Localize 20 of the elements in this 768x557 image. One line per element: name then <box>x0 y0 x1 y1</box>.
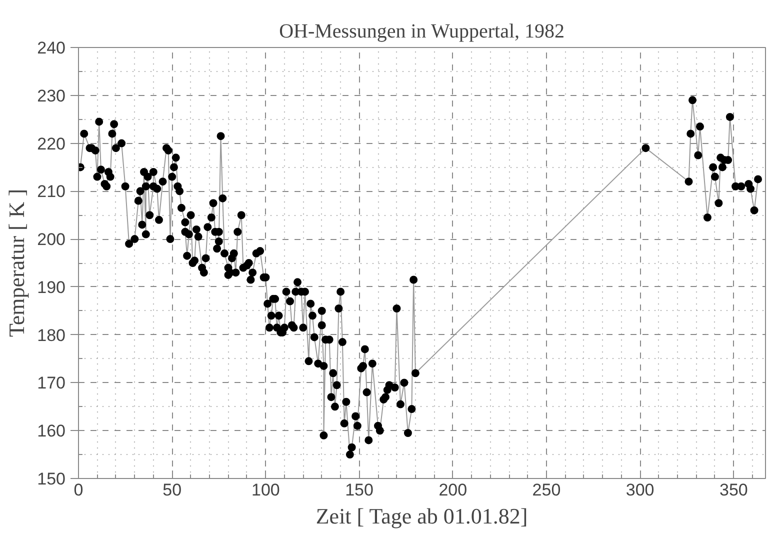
x-tick-label: 100 <box>252 480 280 500</box>
y-tick-label: 230 <box>37 86 66 106</box>
y-axis-title: Temperatur [ K ] <box>4 188 30 338</box>
y-tick-label: 220 <box>37 134 66 154</box>
y-tick-label: 210 <box>37 182 66 202</box>
y-tick-label: 200 <box>37 230 66 250</box>
x-tick-label: 0 <box>74 480 84 500</box>
x-tick-label: 200 <box>438 480 468 500</box>
x-tick-label: 350 <box>719 480 748 500</box>
x-tick-label: 250 <box>532 480 561 500</box>
x-axis-title: Zeit [ Tage ab 01.01.82] <box>316 504 528 528</box>
x-tick-label: 300 <box>626 480 654 500</box>
chart-title: OH-Messungen in Wuppertal, 1982 <box>279 20 565 42</box>
y-tick-label: 180 <box>37 326 66 345</box>
y-tick-label: 160 <box>37 422 66 441</box>
y-tick-label: 170 <box>37 374 66 393</box>
x-tick-label: 150 <box>345 480 374 500</box>
y-tick-label: 240 <box>37 38 66 58</box>
x-tick-label: 50 <box>162 480 182 500</box>
y-tick-label: 190 <box>37 278 66 297</box>
